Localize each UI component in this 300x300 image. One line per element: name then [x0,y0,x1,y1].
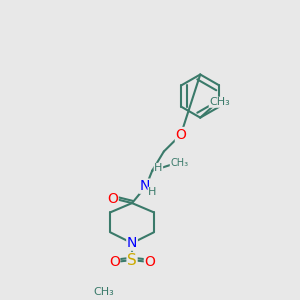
Text: O: O [176,128,186,142]
Text: N: N [139,179,150,193]
Text: CH₃: CH₃ [170,158,188,168]
Text: S: S [127,253,137,268]
Text: O: O [144,255,155,268]
Text: H: H [148,187,156,197]
Text: H: H [154,164,163,173]
Text: O: O [107,192,118,206]
Text: O: O [109,255,120,268]
Text: CH₃: CH₃ [94,287,115,297]
Text: N: N [127,236,137,250]
Text: CH₃: CH₃ [209,97,230,107]
